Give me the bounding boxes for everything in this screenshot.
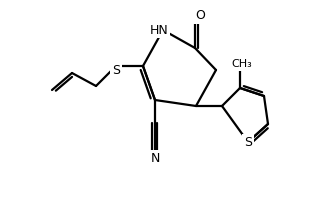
Text: HN: HN	[150, 24, 168, 36]
Text: O: O	[195, 10, 205, 22]
Text: N: N	[150, 152, 160, 165]
Text: S: S	[244, 136, 252, 148]
Text: S: S	[112, 63, 120, 77]
Text: CH₃: CH₃	[232, 59, 252, 69]
